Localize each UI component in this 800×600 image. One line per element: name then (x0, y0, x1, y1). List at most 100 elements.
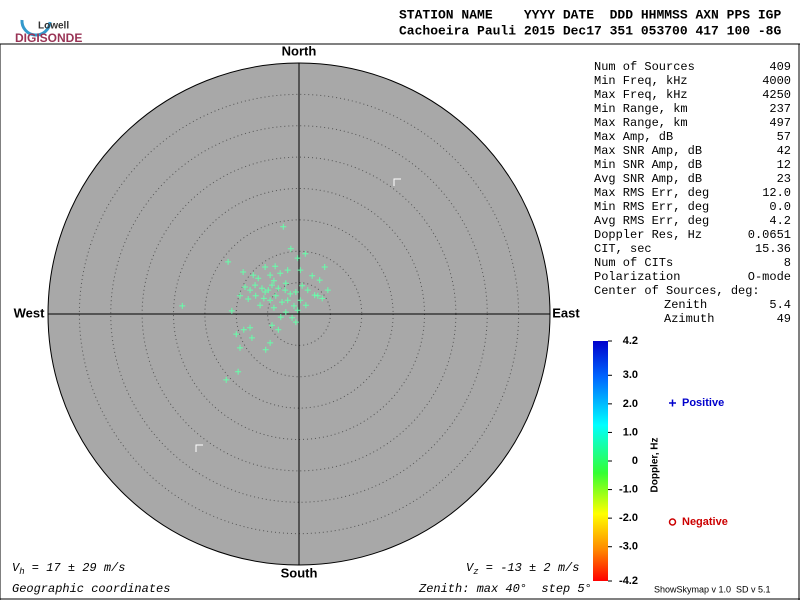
stat-label: Max Freq, kHz (594, 88, 688, 102)
stat-label: Max Range, km (594, 116, 688, 130)
stat-value: 409 (769, 60, 791, 74)
stat-value: O-mode (748, 270, 791, 284)
source-point (270, 304, 277, 311)
source-point (324, 287, 331, 294)
vh-text: Vh = 17 ± 29 m/s (12, 561, 125, 577)
source-point (292, 319, 299, 326)
colorbar-tick-label: 1.0 (623, 426, 638, 438)
source-point (252, 282, 259, 289)
logo-text: DIGISONDE (15, 31, 82, 45)
source-point (228, 307, 235, 314)
header-columns: STATION NAME YYYY DATE DDD HHMMSS AXN PP… (399, 7, 781, 22)
stat-value: 49 (777, 312, 791, 326)
stat-value: 237 (769, 102, 791, 116)
colorbar-tick-label: 3.0 (623, 369, 638, 381)
legend-label: Negative (682, 516, 728, 528)
source-point (311, 292, 318, 299)
source-point (277, 314, 284, 321)
source-point (235, 368, 242, 375)
source-point (294, 255, 301, 262)
source-point (269, 322, 276, 329)
source-point (233, 331, 240, 338)
source-point (179, 302, 186, 309)
source-point (223, 376, 230, 383)
direction-label: North (282, 43, 317, 58)
source-point (247, 287, 254, 294)
source-point (290, 302, 297, 309)
direction-label: South (281, 565, 318, 580)
source-point (252, 292, 259, 299)
stats-table: Num of Sources 409 Min Freq, kHz 4000 Max Fr… (594, 60, 791, 326)
legend-marker (669, 399, 676, 407)
source-point (269, 282, 276, 289)
stat-label: Min Range, km (594, 102, 688, 116)
source-point (240, 326, 247, 333)
source-point (247, 324, 254, 331)
source-point (314, 292, 321, 299)
colorbar-tick-label: -2.0 (619, 512, 638, 524)
stat-label: Azimuth (664, 312, 714, 326)
vz-sub: z (473, 567, 478, 577)
source-point (294, 307, 301, 314)
source-point (262, 346, 269, 353)
vz-text: Vz = -13 ± 2 m/s (466, 561, 579, 577)
source-point (255, 275, 262, 282)
vh-symbol: V (12, 561, 21, 575)
coords-text: Geographic coordinates (12, 582, 170, 596)
colorbar-tick-label: -1.0 (619, 483, 638, 495)
stat-label: Num of Sources (594, 60, 695, 74)
source-point (304, 287, 311, 294)
source-point (272, 292, 279, 299)
stat-value: 8 (784, 256, 791, 270)
direction-label: West (14, 305, 45, 320)
source-point (272, 263, 279, 270)
stat-label: Max Amp, dB (594, 130, 673, 144)
source-point (275, 285, 282, 292)
vz-value: = -13 ± 2 m/s (479, 561, 580, 575)
skymap (47, 62, 551, 566)
source-point (309, 272, 316, 279)
marker-corner (195, 444, 203, 452)
direction-label: East (552, 305, 580, 320)
stat-value: 4.2 (769, 214, 791, 228)
stat-label: Num of CITs (594, 256, 673, 270)
colorbar-tick-label: -3.0 (619, 541, 638, 553)
source-point (237, 292, 244, 299)
source-point (262, 263, 269, 270)
source-point (316, 277, 323, 284)
stat-value: 15.36 (755, 242, 791, 256)
center-title: Center of Sources, deg: (594, 284, 760, 298)
stat-label: Doppler Res, Hz (594, 228, 702, 242)
source-point (250, 272, 257, 279)
vz-symbol: V (466, 561, 475, 575)
source-point (299, 282, 306, 289)
stat-value: 0.0651 (748, 228, 791, 242)
legend: Positive Negative (668, 397, 728, 528)
source-point (265, 287, 272, 294)
source-point (242, 284, 249, 291)
logo-swoosh (20, 19, 52, 37)
source-point (237, 344, 244, 351)
stat-value: 12 (777, 158, 791, 172)
source-point (321, 263, 328, 270)
source-point (292, 289, 299, 296)
colorbar-tick-label: 0 (632, 455, 638, 467)
source-point (277, 270, 284, 277)
stat-value: 4250 (762, 88, 791, 102)
source-point (275, 326, 282, 333)
source-point (282, 309, 289, 316)
source-point (282, 280, 289, 287)
colorbar (593, 341, 608, 581)
source-point (302, 250, 309, 257)
vh-sub: h (19, 567, 24, 577)
stat-value: 57 (777, 130, 791, 144)
source-point (284, 297, 291, 304)
stat-label: Min SNR Amp, dB (594, 158, 702, 172)
stat-value: 5.4 (769, 298, 791, 312)
source-point (287, 245, 294, 252)
stat-value: 4000 (762, 74, 791, 88)
version-text: ShowSkymap v 1.0 SD v 5.1 (654, 584, 771, 594)
stat-label: Polarization (594, 270, 680, 284)
source-point (287, 290, 294, 297)
